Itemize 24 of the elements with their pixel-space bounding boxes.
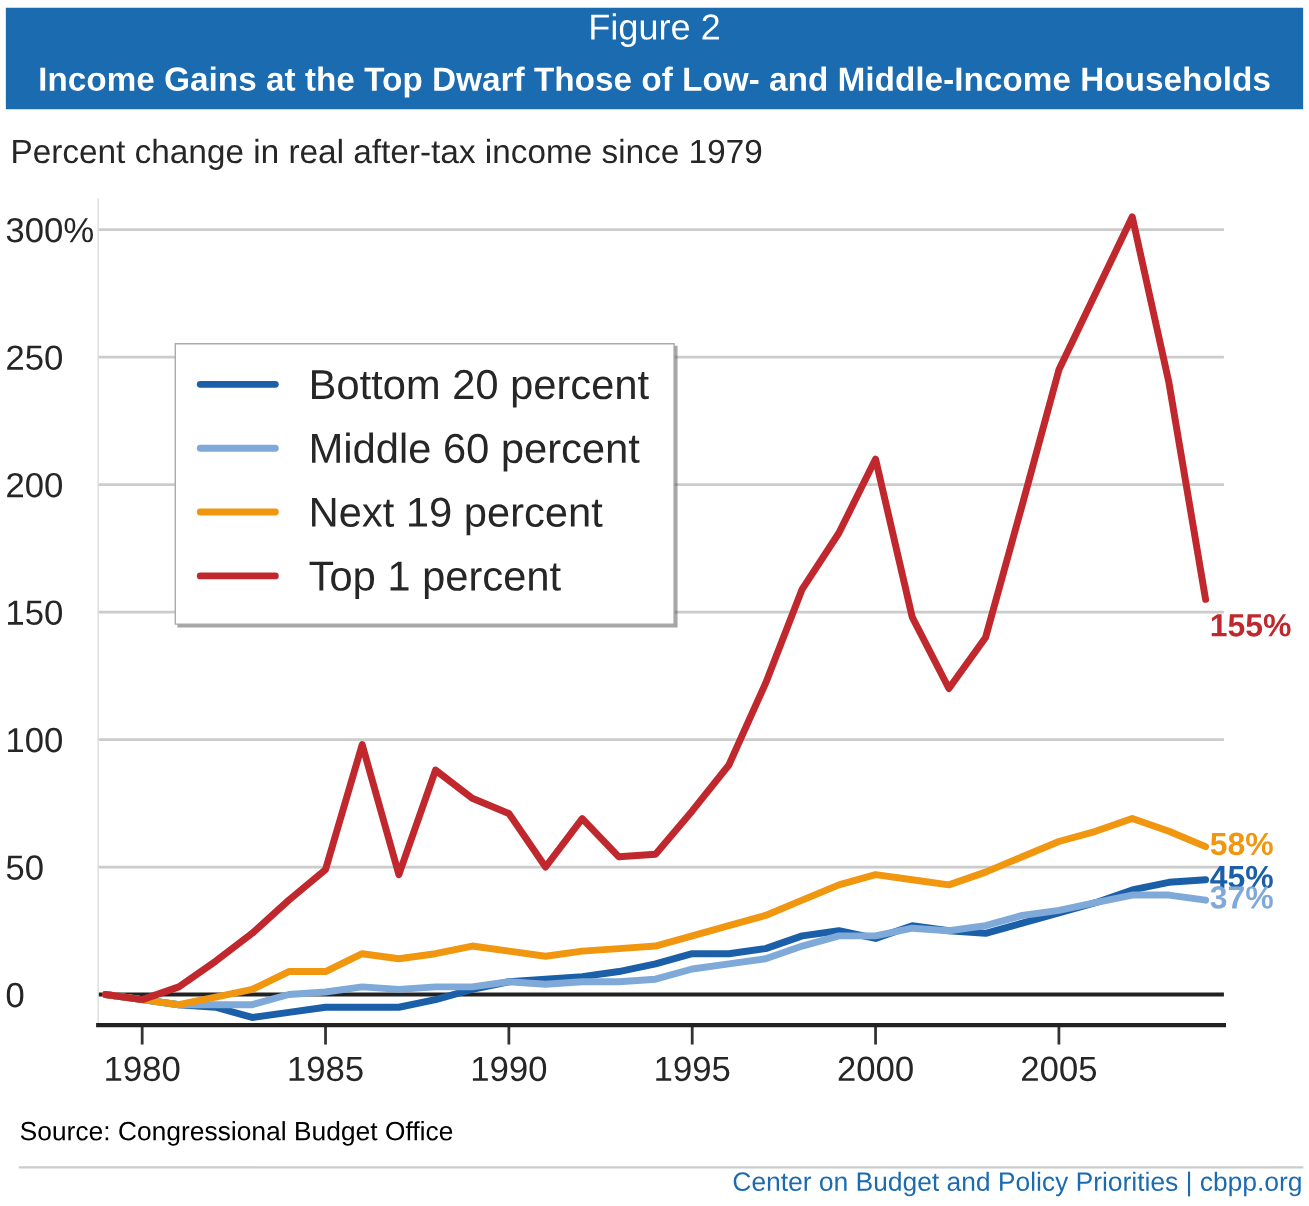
source-note: Source: Congressional Budget Office [20, 1121, 453, 1146]
legend-label: Middle 60 percent [312, 432, 640, 472]
y-tick-label: 0 [6, 982, 24, 1008]
x-tick-label: 2000 [838, 1056, 913, 1082]
data-label: 58% [1210, 832, 1273, 856]
chart-subtitle: Income Gains at the Top Dwarf Those of Low- and Middle-Income Households [40, 66, 1270, 98]
y-tick-label: 300% [6, 217, 93, 243]
text: Center on Budget and Policy Priorities | cbpp.org [733, 1171, 1301, 1197]
chart-title: Figure 2 [591, 13, 719, 47]
x-tick-label: 1985 [289, 1056, 363, 1082]
y-tick-label: 200 [7, 472, 62, 498]
legend-label: Bottom 20 percent [312, 369, 649, 408]
x-tick-label: 1990 [472, 1056, 547, 1082]
x-tick-label: 1995 [656, 1056, 730, 1082]
y-tick-label: 150 [8, 600, 62, 625]
y-tick-label: 250 [7, 345, 62, 370]
legend-label: Next 19 percent [312, 497, 603, 536]
data-label: 155% [1211, 614, 1291, 637]
y-tick-label: 50 [6, 855, 43, 880]
x-tick-label: 1980 [106, 1056, 180, 1082]
legend-label: Top 1 percent [309, 561, 561, 600]
x-tick-label: 2005 [1022, 1056, 1097, 1082]
y-tick-label: 100 [8, 727, 62, 753]
y-axis-title: Percent change in real after-tax income since 1979 [13, 138, 762, 170]
